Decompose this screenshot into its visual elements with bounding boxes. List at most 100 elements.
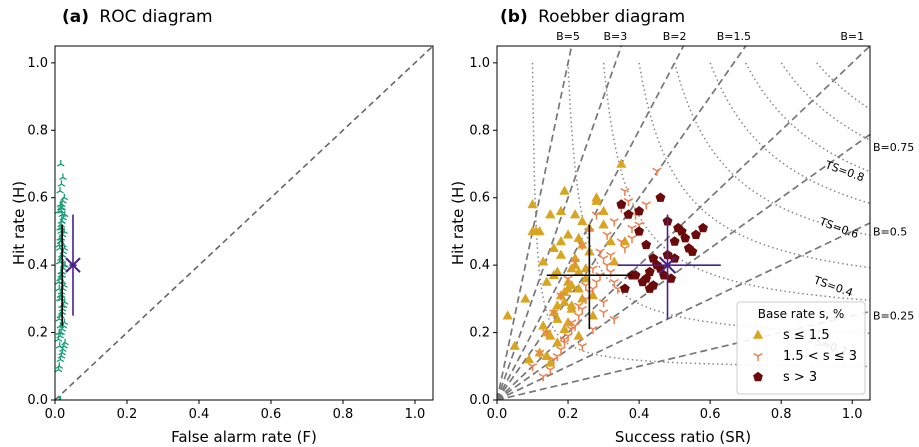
- roebber-point-series-3: [623, 209, 634, 219]
- roebber-point-series-2: [570, 322, 580, 331]
- roebber-point-series-1: [609, 256, 620, 266]
- roebber-point-series-2: [527, 363, 538, 372]
- roc-point: [55, 362, 64, 369]
- roebber-point-series-1: [573, 283, 584, 293]
- roebber-point-series-3: [669, 236, 680, 246]
- roebber-point-series-2: [602, 261, 612, 271]
- roebber-xtick-label: 0.2: [558, 407, 579, 422]
- roebber-point-series-1: [502, 310, 513, 320]
- roebber-point-series-1: [573, 232, 584, 242]
- bias-label: B=1.5: [717, 30, 751, 43]
- roebber-point-series-3: [687, 246, 698, 256]
- roebber-point-series-1: [555, 249, 567, 259]
- roebber-point-series-1: [598, 205, 609, 215]
- legend-label-series-1: s ≤ 1.5: [783, 328, 830, 343]
- roebber-point-series-2: [577, 305, 587, 314]
- legend-label-series-2: 1.5 < s ≤ 3: [783, 349, 857, 364]
- ts-contour: [816, 62, 870, 110]
- roebber-point-series-3: [666, 273, 676, 283]
- roebber-panel-letter: (b): [500, 7, 528, 27]
- roebber-point-series-1: [598, 219, 609, 229]
- roebber-point-series-1: [566, 263, 577, 273]
- roc-xtick-label: 0.4: [189, 407, 210, 422]
- ts-contour: [638, 62, 870, 269]
- roebber-point-series-2: [595, 248, 605, 257]
- roebber-xtick-label: 0.8: [771, 407, 792, 422]
- bias-line: [497, 46, 870, 400]
- roebber-point-series-3: [680, 233, 691, 243]
- ts-contour: [602, 62, 870, 302]
- roc-ytick-label: 0.4: [27, 258, 48, 273]
- roc-panel-letter: (a): [62, 7, 89, 27]
- roebber-point-series-2: [609, 218, 619, 227]
- roebber-point-series-3: [648, 280, 659, 290]
- roebber-point-series-2: [591, 211, 602, 220]
- roebber-point-series-1: [562, 229, 574, 239]
- roebber-ytick-label: 0.2: [469, 326, 490, 341]
- roebber-point-series-3: [634, 206, 644, 216]
- bias-line: [497, 46, 573, 400]
- roebber-point-series-2: [652, 167, 662, 176]
- roebber-point-series-3: [698, 222, 708, 233]
- roebber-title: (b) Roebber diagram: [500, 7, 685, 27]
- roebber-point-series-1: [509, 340, 520, 350]
- bias-line: [497, 46, 685, 400]
- roebber-point-series-2: [559, 339, 570, 348]
- roebber-point-series-2: [542, 329, 552, 338]
- roebber-point-series-1: [527, 198, 538, 209]
- roebber-point-series-1: [559, 185, 570, 195]
- roc-point: [61, 338, 69, 346]
- roebber-point-series-1: [559, 286, 570, 296]
- bias-label: B=0.75: [873, 141, 914, 154]
- roebber-point-series-1: [541, 276, 552, 286]
- bias-label: B=5: [556, 30, 580, 43]
- roc-ytick-label: 1.0: [27, 56, 48, 71]
- legend-box: [736, 301, 866, 395]
- roc-point: [57, 217, 66, 224]
- ts-contour: [567, 62, 870, 334]
- roebber-ylabel: Hit rate (H): [449, 181, 467, 265]
- roebber-point-series-1: [559, 296, 570, 306]
- legend-label-series-3: s > 3: [783, 370, 817, 385]
- legend-marker-series-1: [752, 329, 764, 339]
- roc-point: [56, 186, 64, 194]
- roebber-point-series-2: [616, 238, 627, 247]
- roc-point: [56, 160, 65, 167]
- ts-label: TS=0.8: [823, 158, 866, 184]
- roc-title: (a) ROC diagram: [62, 7, 213, 27]
- roc-ytick-label: 0.2: [27, 326, 48, 341]
- roebber-point-series-2: [577, 241, 587, 250]
- roebber-point-series-3: [616, 199, 627, 209]
- roebber-panel: (b) Roebber diagram TS=0.8TS=0.6TS=0.4TS…: [449, 7, 914, 446]
- roc-ytick-label: 0.8: [27, 123, 48, 138]
- roc-xtick-label: 0.0: [45, 407, 66, 422]
- bias-label: B=3: [604, 30, 628, 43]
- roc-ylabel: Hit rate (H): [10, 181, 28, 265]
- roebber-point-series-2: [598, 299, 609, 308]
- roebber-point-series-1: [552, 313, 563, 323]
- roebber-point-series-1: [520, 293, 531, 303]
- roebber-ytick-label: 1.0: [469, 56, 490, 71]
- roebber-ytick-label: 0.0: [469, 393, 490, 408]
- roebber-point-series-1: [555, 236, 567, 246]
- legend-title: Base rate s, %: [758, 307, 845, 321]
- roebber-ticks: 0.0 0.2 0.4 0.6 0.8 1.0 0.0 0.2 0.4 0.6 0.8 1.0: [469, 56, 862, 422]
- roc-point: [57, 180, 66, 187]
- bias-label: B=1: [840, 30, 864, 43]
- roebber-point-series-1: [548, 242, 560, 253]
- roc-xlabel: False alarm rate (F): [171, 428, 317, 446]
- roc-panel: (a) ROC diagram 0.0 0.2 0.4 0.6 0.8 1.0 0.0 0.2…: [10, 7, 434, 446]
- ts-contour: [673, 62, 870, 237]
- bias-label: B=2: [663, 30, 687, 43]
- roebber-point-series-3: [619, 283, 630, 293]
- roebber-ytick-label: 0.4: [469, 258, 490, 273]
- roebber-point-series-3: [630, 270, 641, 280]
- roebber-point-series-2: [620, 245, 630, 254]
- roc-ytick-label: 0.6: [27, 191, 48, 206]
- roc-point: [58, 396, 61, 400]
- legend: Base rate s, % s ≤ 1.5 1.5 < s ≤ 3 s > 3: [736, 301, 866, 395]
- legend-entries: s ≤ 1.5 1.5 < s ≤ 3 s > 3: [752, 328, 857, 385]
- roc-point: [60, 193, 69, 201]
- roebber-point-series-2: [577, 342, 587, 352]
- roebber-point-series-2: [534, 349, 545, 358]
